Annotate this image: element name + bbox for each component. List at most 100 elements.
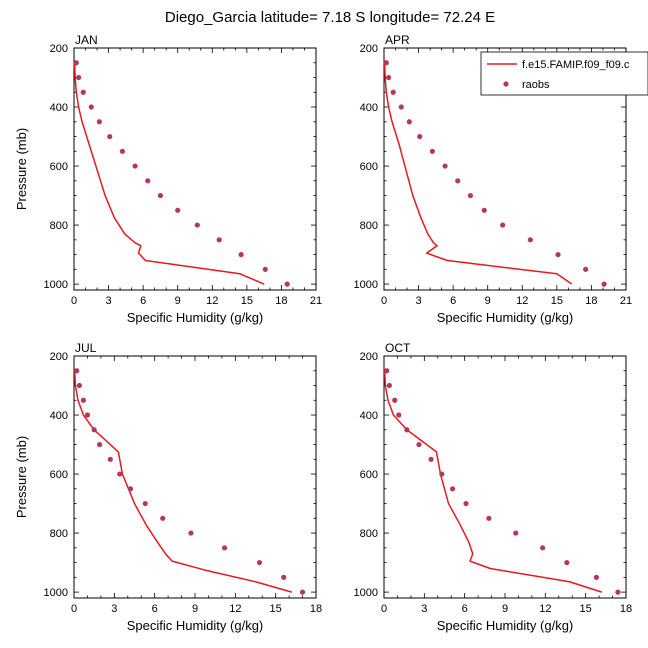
- x-tick-label: 9: [485, 295, 491, 307]
- raobs-point: [299, 589, 306, 595]
- plot-frame: [73, 355, 317, 599]
- raobs-point: [76, 74, 82, 81]
- raobs-point: [564, 559, 570, 566]
- panel-jan: 0 3 6 9 12 15 18 21 200 400 600 800 1000 JAN Specific …: [14, 33, 322, 325]
- y-tick-label: 1000: [44, 279, 68, 291]
- raobs-point: [76, 382, 82, 389]
- x-tick-label: 15: [241, 295, 253, 307]
- y-tick-label: 600: [360, 469, 378, 481]
- raobs-point: [442, 163, 448, 169]
- raobs-point: [555, 251, 561, 258]
- raobs-point: [383, 60, 389, 66]
- raobs-point: [88, 104, 94, 110]
- x-tick-label: 3: [416, 295, 422, 307]
- x-tick-label: 15: [270, 603, 282, 615]
- x-tick-label: 12: [206, 295, 218, 307]
- x-axis-label: Specific Humidity (g/kg): [127, 618, 264, 633]
- plot-frame: [383, 47, 627, 291]
- raobs-point: [107, 456, 113, 462]
- y-tick-label: 400: [50, 410, 68, 422]
- raobs-point: [392, 397, 398, 403]
- raobs-point: [513, 530, 519, 536]
- y-tick-label: 1000: [354, 587, 378, 599]
- x-tick-label: 9: [175, 295, 181, 307]
- figure-title: Diego_Garcia latitude= 7.18 S longitude=…: [165, 9, 495, 26]
- x-tick-label: 18: [310, 603, 322, 615]
- raobs-point: [601, 281, 607, 287]
- y-tick-label: 800: [360, 528, 378, 540]
- raobs-point: [540, 545, 546, 551]
- model-profile-line: [383, 370, 603, 593]
- raobs-point: [84, 412, 91, 418]
- raobs-point: [91, 427, 97, 433]
- raobs-point: [481, 207, 487, 213]
- y-tick-label: 600: [50, 469, 68, 481]
- y-tick-label: 1000: [44, 587, 68, 599]
- raobs-point: [467, 192, 474, 199]
- x-tick-label: 6: [462, 603, 468, 615]
- raobs-point: [404, 427, 410, 433]
- raobs-point: [145, 178, 151, 184]
- y-tick-label: 200: [360, 351, 378, 363]
- x-tick-label: 0: [71, 295, 77, 307]
- x-axis-label: Specific Humidity (g/kg): [127, 310, 264, 325]
- raobs-point: [107, 133, 113, 140]
- raobs-point: [527, 237, 533, 243]
- x-tick-label: 3: [111, 603, 117, 615]
- raobs-point: [188, 530, 194, 536]
- raobs-point: [194, 222, 200, 228]
- x-tick-label: 15: [580, 603, 592, 615]
- raobs-point: [73, 60, 79, 66]
- panel-apr: 0 3 6 9 12 15 18 21 200 400 600 800 1000 APR Specific …: [354, 33, 633, 325]
- x-tick-label: 9: [502, 603, 508, 615]
- raobs-point: [429, 148, 435, 154]
- x-tick-label: 21: [310, 295, 322, 307]
- raobs-point: [463, 500, 469, 507]
- raobs-point: [593, 574, 600, 580]
- raobs-point: [80, 89, 86, 95]
- panels: 0 3 6 9 12 15 18 212004006008001000JANSpecific …: [14, 33, 632, 633]
- raobs-point: [157, 192, 164, 199]
- raobs-point: [119, 148, 125, 154]
- x-tick-label: 9: [192, 603, 198, 615]
- legend-label-model: f.e15.FAMIP.f09_f09.c: [522, 59, 630, 71]
- raobs-point: [221, 545, 228, 551]
- raobs-point: [238, 251, 244, 258]
- raobs-point: [256, 559, 263, 566]
- raobs-point: [390, 89, 396, 95]
- raobs-point: [142, 500, 148, 507]
- y-tick-label: 800: [50, 220, 68, 232]
- y-tick-label: 400: [360, 410, 378, 422]
- raobs-point: [132, 163, 138, 169]
- x-tick-label: 12: [229, 603, 241, 615]
- raobs-point: [80, 397, 87, 403]
- x-tick-label: 18: [585, 295, 597, 307]
- legend: f.e15.FAMIP.f09_f09.c raobs: [480, 51, 648, 96]
- y-tick-label: 200: [50, 43, 68, 55]
- raobs-point: [486, 515, 492, 521]
- x-tick-label: 15: [551, 295, 563, 307]
- model-profile-line: [383, 62, 573, 285]
- raobs-point: [406, 119, 412, 125]
- raobs-point: [615, 589, 621, 595]
- y-axis-label: Pressure (mb): [14, 436, 29, 518]
- y-tick-label: 800: [360, 220, 378, 232]
- x-axis-label: Specific Humidity (g/kg): [437, 618, 574, 633]
- raobs-point: [439, 471, 445, 477]
- model-profile-line: [73, 62, 265, 285]
- y-tick-label: 400: [50, 102, 68, 114]
- raobs-point: [583, 266, 589, 272]
- x-tick-label: 3: [421, 603, 427, 615]
- x-tick-label: 12: [539, 603, 551, 615]
- x-tick-label: 0: [381, 603, 387, 615]
- x-tick-label: 12: [516, 295, 528, 307]
- raobs-point: [386, 74, 392, 81]
- raobs-point: [175, 207, 181, 213]
- raobs-point: [396, 412, 402, 418]
- raobs-point: [455, 178, 461, 184]
- y-tick-label: 800: [50, 528, 68, 540]
- panel-oct: 0 3 6 9 12 15 18 200 400 600 800 1000 OCT Specific Hu…: [354, 341, 633, 633]
- x-axis-label: Specific Humidity (g/kg): [437, 310, 574, 325]
- x-tick-label: 0: [71, 603, 77, 615]
- raobs-point: [117, 471, 123, 477]
